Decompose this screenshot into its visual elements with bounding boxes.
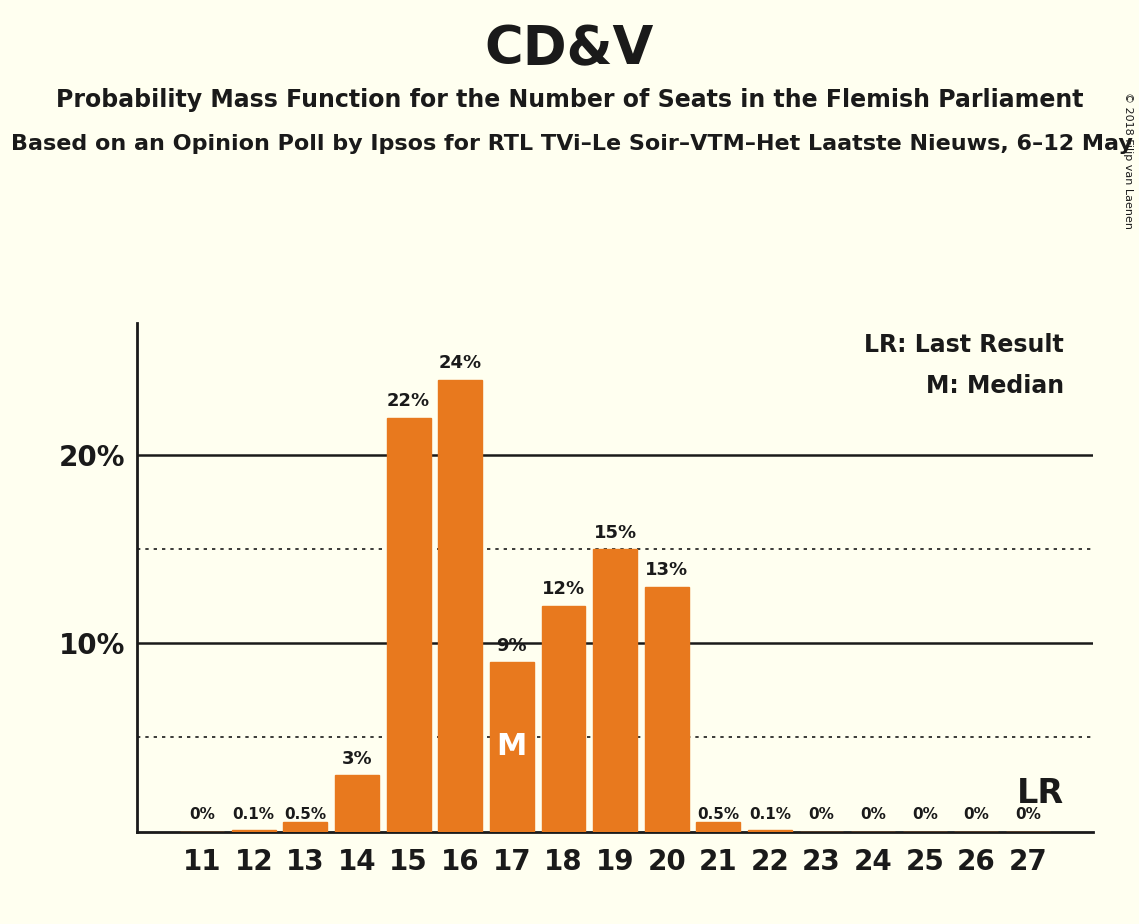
Bar [439,380,482,832]
Text: 0.5%: 0.5% [697,808,739,822]
Text: 24%: 24% [439,354,482,372]
Text: 0%: 0% [809,808,835,822]
Text: 0%: 0% [860,808,886,822]
Bar [593,549,637,832]
Text: 0.5%: 0.5% [285,808,327,822]
Bar [335,775,379,832]
Text: Probability Mass Function for the Number of Seats in the Flemish Parliament: Probability Mass Function for the Number… [56,88,1083,112]
Bar [645,587,689,832]
Text: LR: Last Result: LR: Last Result [865,333,1064,357]
Text: © 2018 Filip van Laenen: © 2018 Filip van Laenen [1123,92,1133,229]
Text: LR: LR [1017,777,1064,810]
Text: CD&V: CD&V [485,23,654,75]
Text: 0%: 0% [964,808,990,822]
Text: 15%: 15% [593,524,637,541]
Text: 22%: 22% [387,392,431,410]
Text: Based on an Opinion Poll by Ipsos for RTL TVi–Le Soir–VTM–Het Laatste Nieuws, 6–: Based on an Opinion Poll by Ipsos for RT… [11,134,1139,154]
Text: 9%: 9% [497,637,527,655]
Text: 0.1%: 0.1% [232,808,274,822]
Bar [748,830,792,832]
Text: 0%: 0% [1015,808,1041,822]
Text: M: M [497,733,527,761]
Bar [386,418,431,832]
Text: 13%: 13% [645,562,688,579]
Text: 0%: 0% [912,808,937,822]
Bar [541,606,585,832]
Text: 3%: 3% [342,749,372,768]
Bar [232,830,276,832]
Bar [696,822,740,832]
Bar [490,663,534,832]
Text: 0.1%: 0.1% [749,808,790,822]
Text: 0%: 0% [189,808,215,822]
Text: M: Median: M: Median [926,374,1064,398]
Bar [284,822,327,832]
Text: 12%: 12% [542,580,585,598]
